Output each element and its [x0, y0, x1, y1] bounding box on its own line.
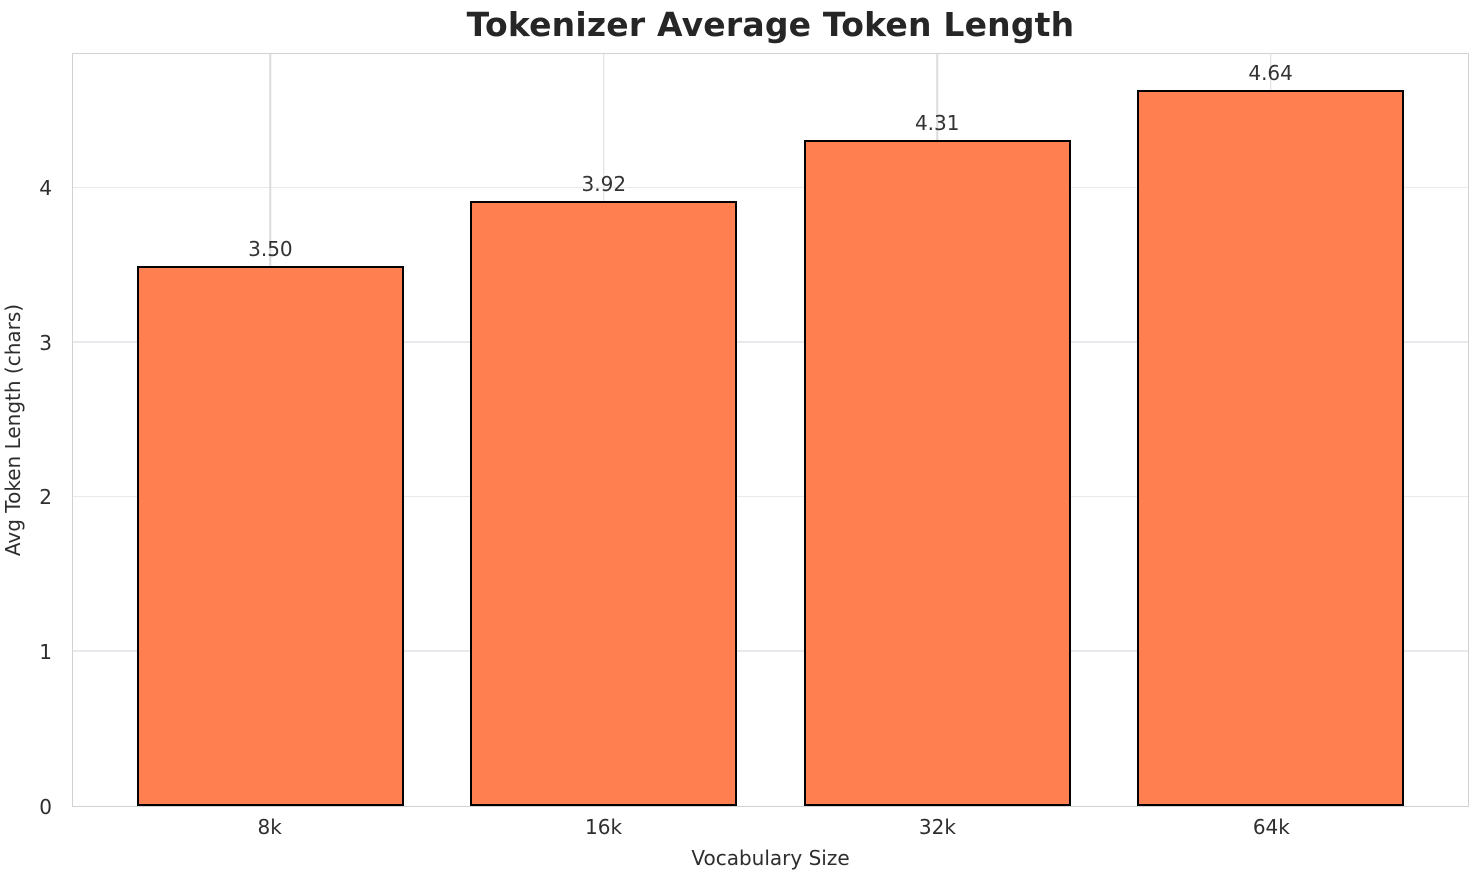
bar-64k — [1137, 89, 1404, 806]
bar-value-label: 3.50 — [248, 236, 293, 261]
h-gridline — [73, 341, 1468, 343]
y-tick-label: 4 — [39, 175, 52, 200]
y-tick-labels: 0 1 2 3 4 — [0, 53, 58, 817]
h-gridline — [73, 495, 1468, 498]
bar-value-label: 4.64 — [1248, 60, 1293, 85]
bar-column: 3.50 — [104, 54, 437, 806]
y-tick-label: 1 — [39, 640, 52, 665]
bar-32k — [803, 140, 1071, 806]
x-axis-label: Vocabulary Size — [691, 846, 850, 870]
x-tick-label: 16k — [585, 815, 623, 839]
x-tick-label: 64k — [1252, 815, 1290, 839]
h-gridline — [73, 186, 1468, 189]
x-tick-labels: 8k 16k 32k 64k — [103, 815, 1439, 839]
y-tick-label: 0 — [39, 795, 52, 819]
y-tick-label: 3 — [39, 330, 52, 355]
grid-layer — [73, 54, 1468, 806]
bar-value-label: 3.92 — [581, 171, 627, 196]
bar-column: 4.64 — [1104, 54, 1437, 806]
h-gridline — [73, 650, 1468, 652]
x-tick-label: 8k — [257, 815, 282, 839]
bar-column: 4.31 — [771, 54, 1104, 806]
bar-value-label: 4.31 — [914, 111, 960, 136]
y-tick-label: 2 — [39, 485, 52, 510]
bars-layer: 3.50 3.92 4.31 4.64 — [104, 54, 1438, 806]
plot-area: 3.50 3.92 4.31 4.64 — [72, 53, 1469, 807]
x-tick-label: 32k — [918, 815, 956, 839]
bar-8k — [137, 265, 404, 806]
bar-column: 3.92 — [437, 54, 770, 806]
bar-16k — [470, 200, 738, 806]
chart-title: Tokenizer Average Token Length — [466, 5, 1075, 44]
